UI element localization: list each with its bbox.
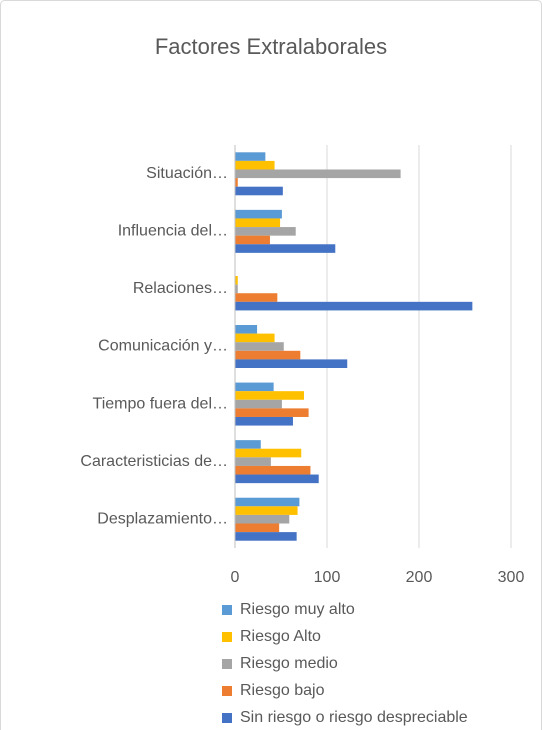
bar — [235, 474, 319, 484]
bar — [235, 350, 301, 360]
bar — [235, 235, 270, 245]
bar — [235, 276, 238, 285]
bar — [235, 333, 275, 343]
bar — [235, 169, 401, 179]
bar — [235, 399, 282, 409]
bar — [235, 532, 297, 541]
y-tick-label: Tiempo fuera del… — [93, 395, 228, 412]
bar — [235, 523, 280, 533]
y-tick-label: Relaciones… — [133, 280, 228, 297]
legend-label: Riesgo muy alto — [240, 601, 355, 618]
bar — [235, 152, 266, 161]
bar — [235, 514, 290, 524]
legend-swatch — [222, 605, 232, 615]
bar — [235, 342, 284, 351]
bar — [235, 209, 282, 219]
legend-swatch — [222, 632, 232, 642]
x-tick-label: 200 — [406, 569, 433, 586]
bar — [235, 391, 304, 400]
bar — [235, 160, 275, 170]
bar — [235, 293, 278, 302]
bar — [235, 497, 300, 507]
legend-label: Sin riesgo o riesgo despreciable — [240, 709, 468, 726]
legend-swatch — [222, 686, 232, 696]
x-tick-label: 300 — [498, 569, 525, 586]
y-tick-label: Comunicación y… — [98, 338, 228, 355]
bar — [235, 227, 296, 236]
bar — [235, 440, 261, 449]
bar — [235, 382, 274, 392]
y-tick-label: Influencia del… — [118, 223, 228, 240]
y-tick-label: Caracteristicias de… — [80, 453, 228, 470]
bar — [235, 325, 258, 334]
legend-label: Riesgo medio — [240, 655, 338, 672]
bar — [235, 359, 348, 368]
bar — [235, 416, 293, 426]
bar — [235, 408, 309, 417]
bar — [235, 178, 238, 187]
bar — [235, 301, 473, 311]
y-tick-label: Situación… — [146, 165, 228, 182]
legend-label: Riesgo Alto — [240, 628, 321, 645]
legend-swatch — [222, 659, 232, 669]
x-tick-label: 0 — [231, 569, 240, 586]
legend-swatch — [222, 713, 232, 723]
bar — [235, 284, 238, 294]
legend-label: Riesgo bajo — [240, 682, 325, 699]
bar — [235, 506, 298, 515]
bar — [235, 186, 283, 196]
bar — [235, 465, 311, 475]
bar — [235, 457, 271, 466]
x-tick-label: 100 — [314, 569, 341, 586]
y-tick-label: Desplazamiento… — [97, 510, 228, 527]
bar — [235, 244, 336, 253]
bar — [235, 218, 281, 228]
bar — [235, 448, 302, 458]
chart-title: Factores Extralaborales — [155, 34, 387, 59]
